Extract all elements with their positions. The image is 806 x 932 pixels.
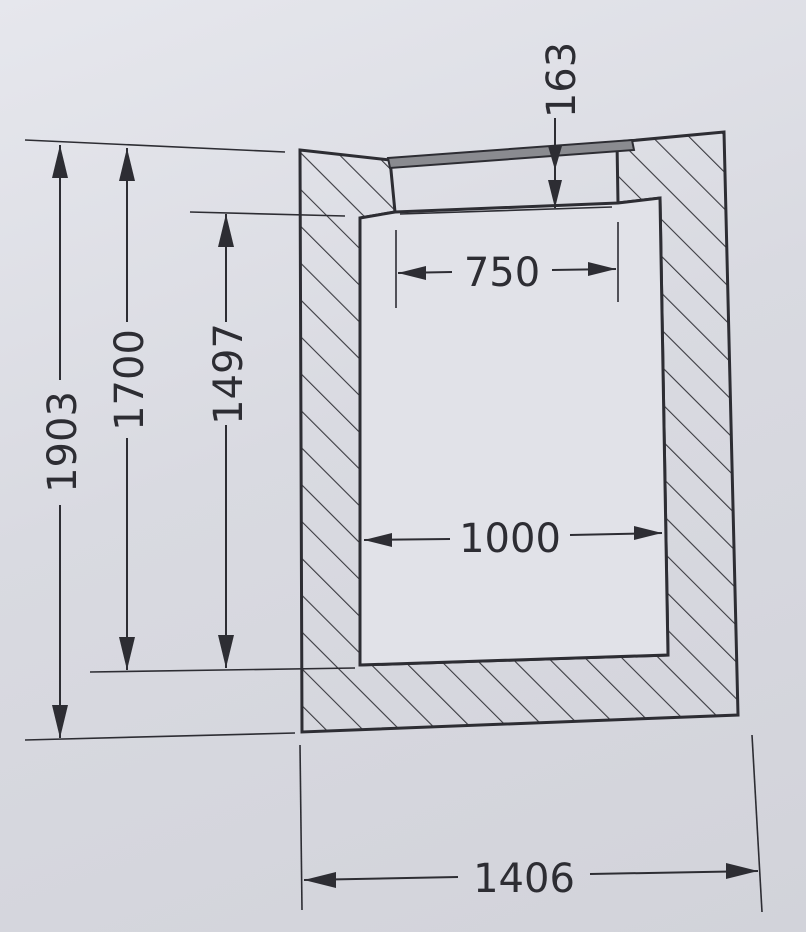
dimension-label-inner-height: 1497 xyxy=(206,323,252,425)
dimension-opening-width: 750 xyxy=(395,222,619,308)
chamber-inner-void xyxy=(358,196,670,667)
dimension-overall-height: 1903 xyxy=(40,145,86,738)
extension-line-inner-top xyxy=(189,211,346,217)
dimension-cover-depth: 163 xyxy=(399,42,613,215)
dimension-label-outer-height: 1700 xyxy=(107,329,153,431)
extension-line-top xyxy=(24,139,286,153)
dimension-inner-width: 1000 xyxy=(363,516,663,562)
dimension-label-cover-depth: 163 xyxy=(539,42,585,118)
dimension-label-overall-width: 1406 xyxy=(473,856,575,902)
dimension-label-overall-height: 1903 xyxy=(40,391,86,493)
dimension-label-inner-width: 1000 xyxy=(459,516,561,562)
extension-line-bottom xyxy=(24,732,296,741)
cover-slab xyxy=(386,138,636,170)
dimension-label-opening-width: 750 xyxy=(464,250,540,296)
dimension-overall-width: 1406 xyxy=(299,734,763,913)
dimension-inner-height: 1497 xyxy=(206,214,252,668)
extension-line-inner-bottom xyxy=(89,667,356,673)
dimension-outer-height: 1700 xyxy=(107,148,153,670)
